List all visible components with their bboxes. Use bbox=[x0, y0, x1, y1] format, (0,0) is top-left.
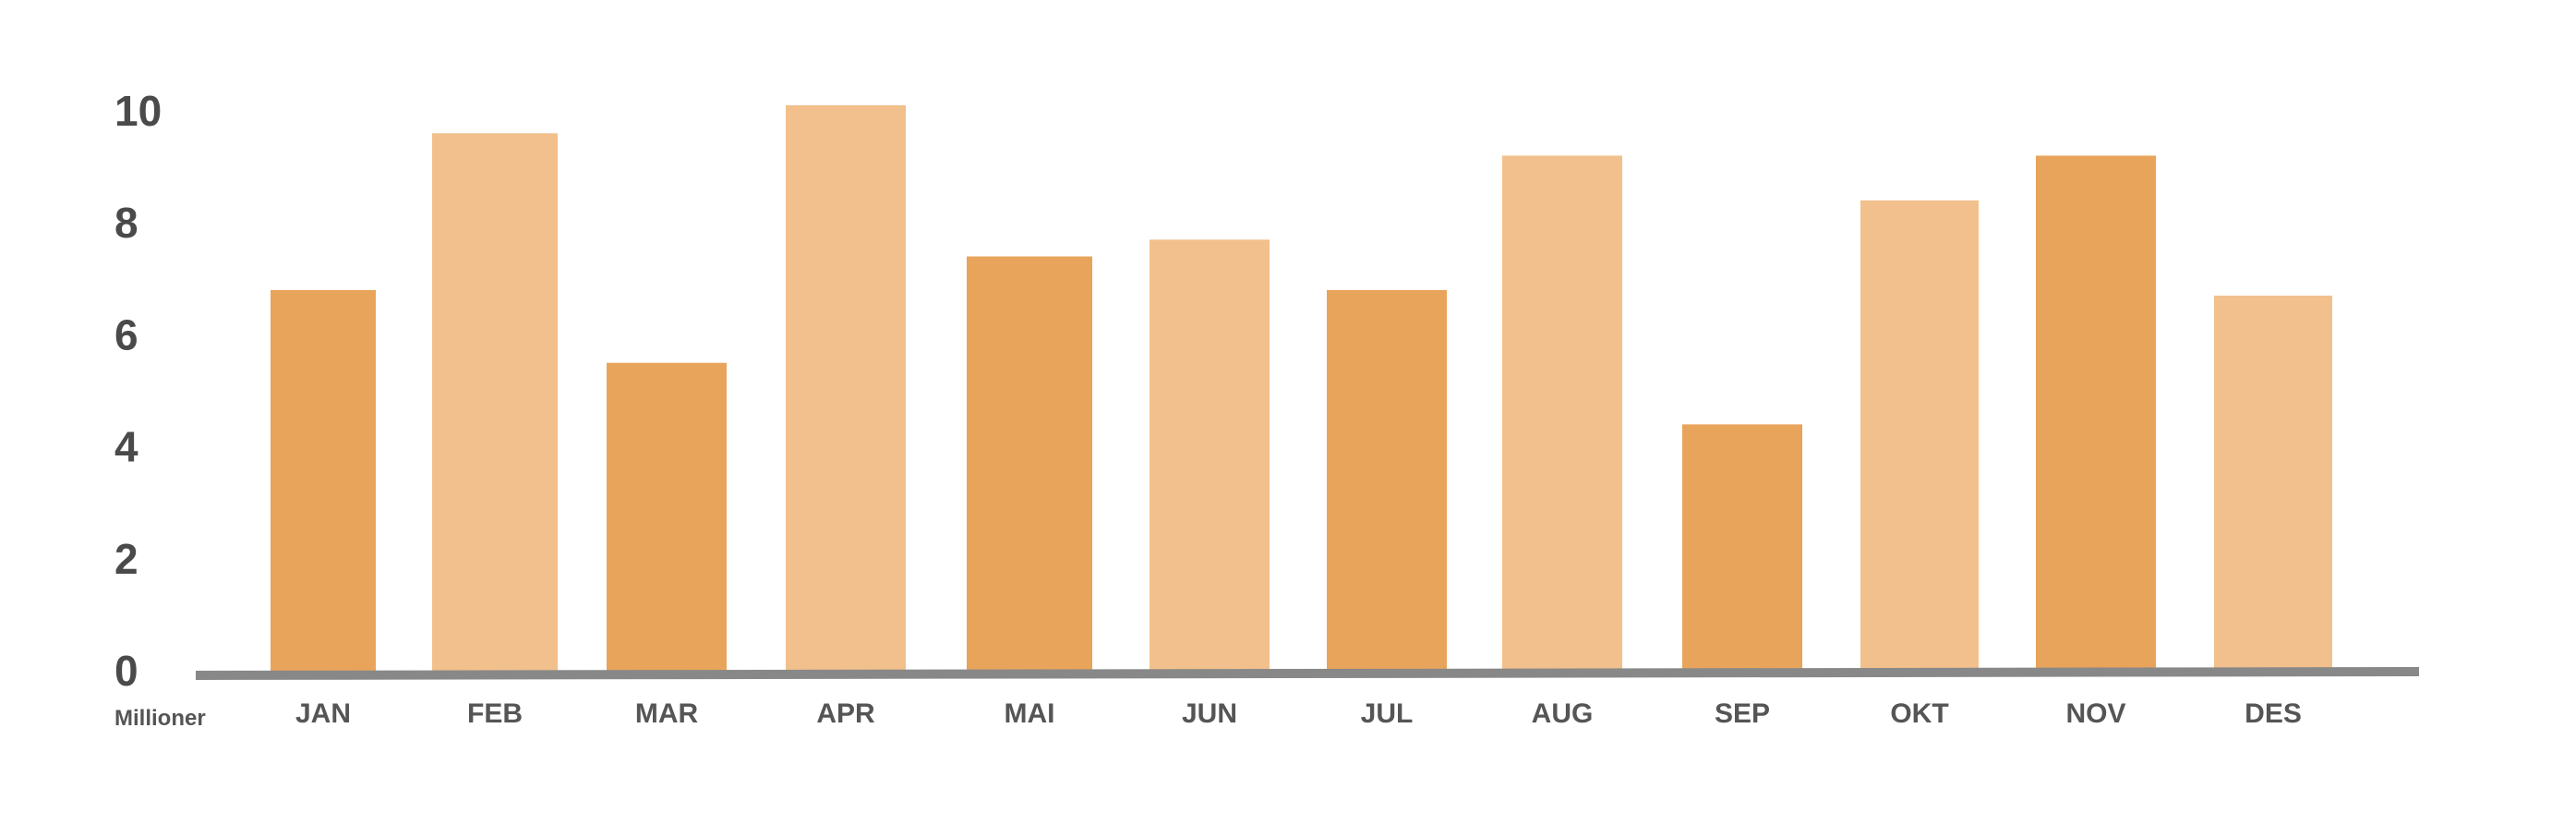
x-tick-label: FEB bbox=[467, 698, 523, 729]
x-tick-label: MAR bbox=[635, 698, 699, 729]
y-tick-label: 6 bbox=[114, 310, 138, 358]
bar-feb bbox=[432, 133, 558, 677]
bar-mar bbox=[607, 362, 727, 676]
x-tick-label: NOV bbox=[2065, 698, 2125, 729]
y-tick-label: 4 bbox=[114, 423, 138, 471]
bar-mai bbox=[967, 256, 1092, 676]
x-tick-label: JUL bbox=[1361, 698, 1414, 729]
x-tick-label: DES bbox=[2245, 698, 2302, 729]
x-tick-label: APR bbox=[816, 698, 875, 729]
bar-okt bbox=[1860, 200, 1979, 676]
bar-des bbox=[2214, 295, 2332, 676]
bar-jan bbox=[271, 289, 376, 676]
bar-nov bbox=[2036, 155, 2156, 677]
x-tick-label: MAI bbox=[1005, 698, 1055, 729]
y-axis-ticks: 0 2 4 6 8 10 bbox=[114, 87, 162, 695]
x-tick-label: OKT bbox=[1890, 698, 1948, 729]
y-axis-unit-label: Millioner bbox=[114, 706, 206, 731]
x-tick-label: AUG bbox=[1532, 698, 1594, 729]
x-tick-label: SEP bbox=[1715, 698, 1770, 729]
y-tick-label: 8 bbox=[114, 199, 138, 247]
x-axis-line bbox=[195, 667, 2420, 680]
bar-jul bbox=[1327, 289, 1447, 676]
bar-aug bbox=[1502, 155, 1622, 677]
x-axis-ticks: JAN FEB MAR APR MAI JUN JUL AUG SEP OKT NOV DES bbox=[295, 698, 2302, 729]
bar-sep bbox=[1682, 424, 1802, 676]
x-tick-label: JUN bbox=[1182, 698, 1237, 729]
y-tick-label: 0 bbox=[114, 647, 138, 695]
x-tick-label: JAN bbox=[295, 698, 351, 729]
bar-apr bbox=[786, 104, 906, 676]
bar-jun bbox=[1150, 239, 1270, 676]
y-tick-label: 10 bbox=[114, 87, 162, 135]
bars-layer bbox=[271, 104, 2332, 677]
y-tick-label: 2 bbox=[114, 535, 138, 583]
